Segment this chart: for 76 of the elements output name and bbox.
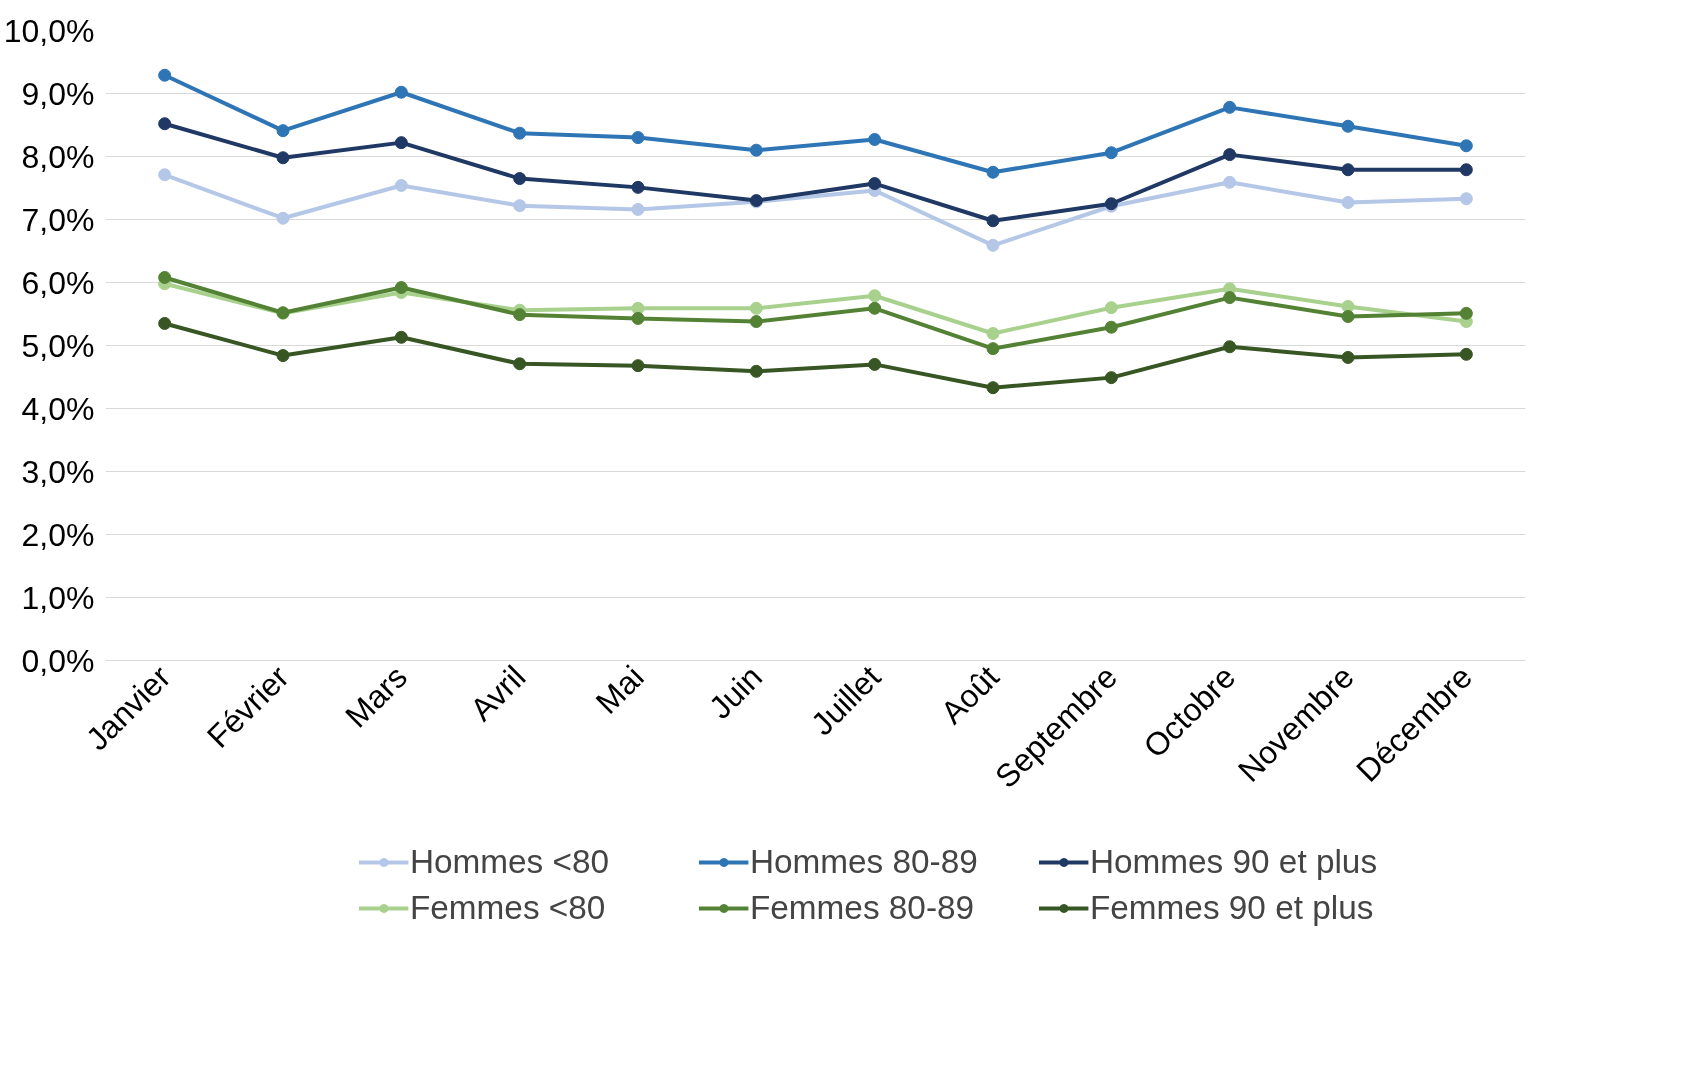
point: [986, 381, 1000, 395]
point: [513, 172, 527, 186]
point: [1341, 350, 1355, 364]
point: [631, 311, 645, 325]
point: [868, 289, 882, 303]
legend-label: Femmes 80-89: [749, 889, 976, 927]
point: [631, 202, 645, 216]
point: [394, 281, 408, 295]
point: [1341, 119, 1355, 133]
point: [158, 316, 172, 330]
point: [158, 68, 172, 82]
point: [749, 364, 763, 378]
point: [276, 349, 290, 363]
point: [513, 126, 527, 140]
y-tick-label: 6,0%: [21, 264, 95, 301]
legend-label: Femmes <80: [409, 889, 607, 927]
point: [749, 143, 763, 157]
point: [868, 177, 882, 191]
y-tick-label: 7,0%: [21, 201, 95, 238]
point: [1223, 175, 1237, 189]
x-tick-label: Juin: [702, 658, 770, 726]
point: [1223, 340, 1237, 354]
x-tick-label: Mai: [588, 658, 651, 721]
point: [1341, 196, 1355, 209]
point: [158, 168, 172, 182]
point: [158, 117, 172, 131]
y-tick-label: 9,0%: [21, 75, 95, 112]
point: [986, 238, 1000, 252]
point: [276, 211, 290, 225]
legend-label: Hommes <80: [409, 843, 611, 881]
point: [749, 301, 763, 315]
point: [1459, 163, 1473, 177]
point: [986, 342, 1000, 356]
point: [513, 357, 527, 371]
point: [394, 85, 408, 99]
point: [513, 199, 527, 213]
point: [1104, 320, 1118, 334]
point: [986, 214, 1000, 228]
point: [394, 136, 408, 150]
point: [1459, 306, 1473, 320]
point: [986, 327, 1000, 341]
point: [276, 151, 290, 165]
y-tick-label: 4,0%: [21, 390, 95, 427]
point: [1341, 163, 1355, 177]
point: [1104, 301, 1118, 315]
y-tick-label: 5,0%: [21, 327, 95, 364]
point: [1459, 139, 1473, 153]
point: [868, 301, 882, 315]
y-tick-label: 3,0%: [21, 453, 95, 490]
point: [631, 180, 645, 194]
point: [394, 178, 408, 192]
point: [1104, 371, 1118, 385]
point: [631, 359, 645, 373]
point: [868, 133, 882, 146]
legend-label: Hommes 90 et plus: [1089, 843, 1378, 881]
point: [631, 131, 645, 145]
legend-label: Femmes 90 et plus: [1089, 889, 1374, 927]
point: [986, 165, 1000, 179]
point: [1459, 347, 1473, 361]
point: [868, 357, 882, 371]
point: [1104, 146, 1118, 160]
point: [749, 315, 763, 329]
point: [1459, 192, 1473, 206]
point: [276, 124, 290, 138]
point: [1223, 100, 1237, 114]
y-tick-label: 1,0%: [21, 579, 95, 616]
point: [394, 330, 408, 344]
y-tick-label: 2,0%: [21, 516, 95, 553]
y-tick-label: 8,0%: [21, 138, 95, 175]
point: [158, 270, 172, 284]
point: [1223, 148, 1237, 162]
point: [513, 308, 527, 322]
legend-label: Hommes 80-89: [749, 843, 979, 881]
point: [1223, 291, 1237, 305]
point: [1341, 310, 1355, 324]
y-tick-label: 10,0%: [3, 12, 95, 49]
